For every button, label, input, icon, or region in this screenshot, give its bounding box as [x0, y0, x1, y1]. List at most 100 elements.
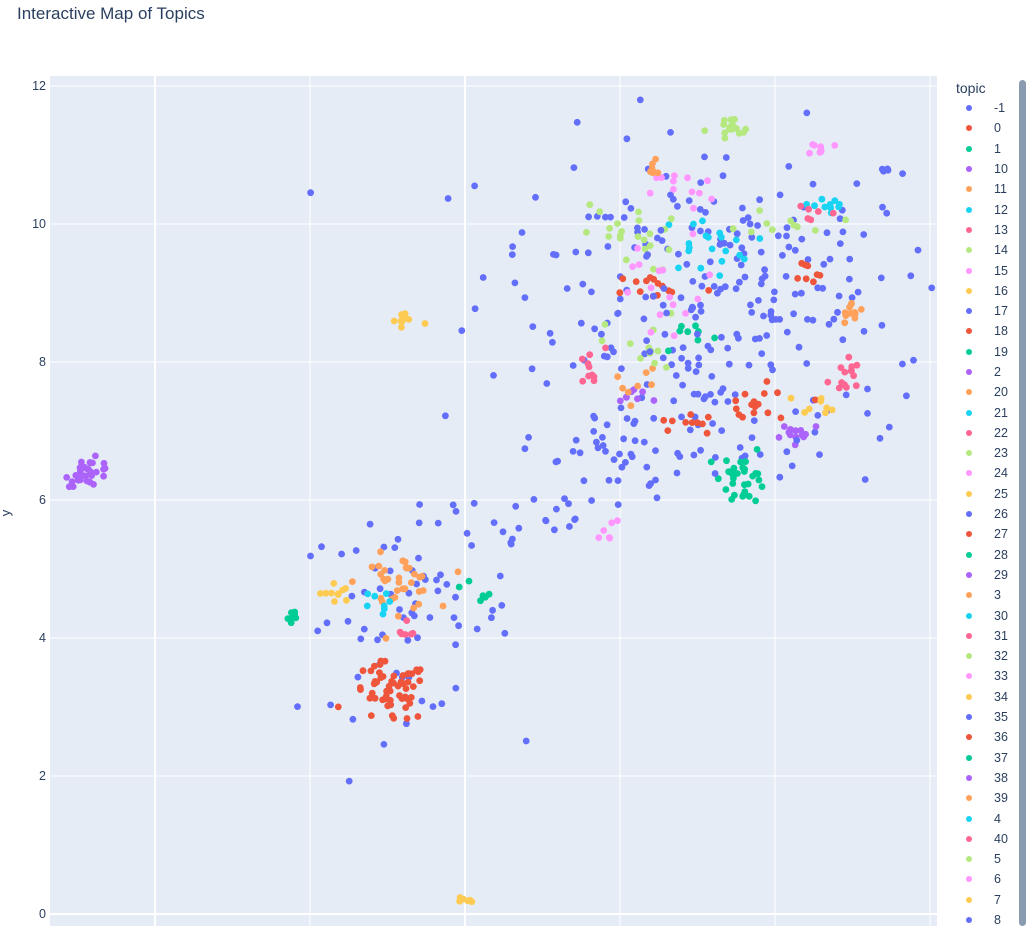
scatter-point[interactable] — [668, 361, 675, 369]
scatter-point[interactable] — [627, 450, 635, 458]
scatter-point[interactable] — [367, 667, 375, 675]
legend-item[interactable]: 11 — [948, 179, 1020, 199]
scatter-point[interactable] — [640, 438, 648, 446]
scatter-point[interactable] — [652, 155, 659, 163]
scatter-point[interactable] — [338, 550, 345, 558]
legend-item[interactable]: 1 — [948, 139, 1020, 159]
scatter-point[interactable] — [667, 191, 674, 199]
scatter-point[interactable] — [566, 523, 573, 530]
scatter-point[interactable] — [731, 491, 738, 499]
scatter-point[interactable] — [907, 272, 915, 280]
scatter-point[interactable] — [327, 701, 334, 709]
scatter-point[interactable] — [356, 684, 364, 691]
scatter-point[interactable] — [836, 215, 844, 223]
scatter-point[interactable] — [396, 606, 403, 613]
scatter-point[interactable] — [668, 417, 676, 425]
scatter-point[interactable] — [614, 309, 622, 317]
scatter-point[interactable] — [749, 472, 757, 480]
scatter-point[interactable] — [561, 495, 568, 502]
legend-item[interactable]: 37 — [948, 748, 1020, 768]
scatter-point[interactable] — [673, 469, 681, 477]
scatter-point[interactable] — [367, 712, 375, 719]
scatter-point[interactable] — [683, 260, 691, 268]
scatter-point[interactable] — [734, 470, 741, 477]
scatter-point[interactable] — [770, 296, 778, 304]
scatter-point[interactable] — [646, 274, 654, 281]
scatter-point[interactable] — [546, 329, 554, 337]
scatter-point[interactable] — [684, 174, 691, 182]
scatter-point[interactable] — [860, 231, 868, 238]
scatter-point[interactable] — [585, 372, 592, 380]
scatter-point[interactable] — [443, 581, 451, 588]
scatter-point[interactable] — [670, 332, 678, 340]
scatter-point[interactable] — [415, 519, 423, 527]
scatter-point[interactable] — [498, 602, 506, 609]
scatter-point[interactable] — [623, 135, 631, 143]
scatter-point[interactable] — [88, 472, 95, 479]
scatter-point[interactable] — [660, 416, 668, 424]
scatter-point[interactable] — [552, 251, 560, 259]
scatter-point[interactable] — [836, 240, 844, 248]
scatter-point[interactable] — [675, 250, 682, 258]
scatter-point[interactable] — [688, 188, 696, 196]
scatter-point[interactable] — [826, 255, 834, 263]
scatter-point[interactable] — [624, 288, 631, 296]
scatter-point[interactable] — [878, 321, 886, 329]
scatter-point[interactable] — [826, 201, 834, 208]
scatter-point[interactable] — [812, 423, 820, 430]
scatter-point[interactable] — [627, 402, 635, 410]
scatter-point[interactable] — [699, 217, 706, 225]
scatter-point[interactable] — [650, 414, 658, 422]
scatter-point[interactable] — [614, 501, 622, 508]
scatter-point[interactable] — [630, 420, 638, 427]
scatter-point[interactable] — [794, 275, 801, 282]
scatter-point[interactable] — [63, 474, 71, 481]
scatter-point[interactable] — [659, 354, 667, 362]
scatter-point[interactable] — [679, 344, 687, 351]
scatter-point[interactable] — [635, 217, 643, 224]
scatter-point[interactable] — [434, 519, 442, 527]
scatter-point[interactable] — [599, 442, 607, 449]
scatter-point[interactable] — [529, 323, 537, 330]
scatter-point[interactable] — [742, 458, 749, 465]
scatter-point[interactable] — [499, 528, 507, 536]
scatter-point[interactable] — [403, 617, 411, 624]
scatter-point[interactable] — [624, 388, 632, 396]
scatter-point[interactable] — [756, 196, 763, 204]
legend-item[interactable]: 30 — [948, 605, 1020, 625]
scatter-point[interactable] — [853, 180, 861, 188]
scatter-point[interactable] — [823, 229, 831, 237]
scatter-point[interactable] — [809, 316, 817, 324]
scatter-point[interactable] — [876, 434, 884, 442]
scatter-point[interactable] — [439, 602, 447, 610]
scatter-point[interactable] — [391, 544, 399, 551]
scatter-point[interactable] — [438, 700, 446, 708]
scatter-point[interactable] — [779, 252, 786, 259]
scatter-point[interactable] — [811, 396, 819, 404]
legend-item[interactable]: 8 — [948, 910, 1020, 926]
scatter-point[interactable] — [761, 272, 769, 280]
scatter-point[interactable] — [78, 458, 85, 466]
legend-item[interactable]: 18 — [948, 321, 1020, 341]
scatter-point[interactable] — [665, 347, 672, 355]
scatter-point[interactable] — [602, 447, 609, 455]
scatter-point[interactable] — [857, 306, 865, 313]
scatter-point[interactable] — [414, 634, 421, 642]
scatter-point[interactable] — [415, 554, 422, 562]
scatter-point[interactable] — [656, 311, 664, 319]
legend-item[interactable]: 7 — [948, 890, 1020, 910]
scatter-point[interactable] — [377, 548, 384, 556]
legend-item[interactable]: 15 — [948, 260, 1020, 280]
legend-item[interactable]: 32 — [948, 646, 1020, 666]
scatter-point[interactable] — [806, 149, 813, 157]
scatter-point[interactable] — [654, 234, 661, 242]
scatter-point[interactable] — [294, 703, 301, 710]
scatter-point[interactable] — [771, 288, 778, 296]
scatter-point[interactable] — [366, 694, 374, 702]
scatter-point[interactable] — [647, 328, 655, 336]
scatter-point[interactable] — [701, 153, 708, 161]
scatter-point[interactable] — [798, 289, 805, 297]
scatter-point[interactable] — [416, 501, 423, 508]
scatter-point[interactable] — [801, 261, 809, 269]
scatter-point[interactable] — [834, 308, 841, 316]
